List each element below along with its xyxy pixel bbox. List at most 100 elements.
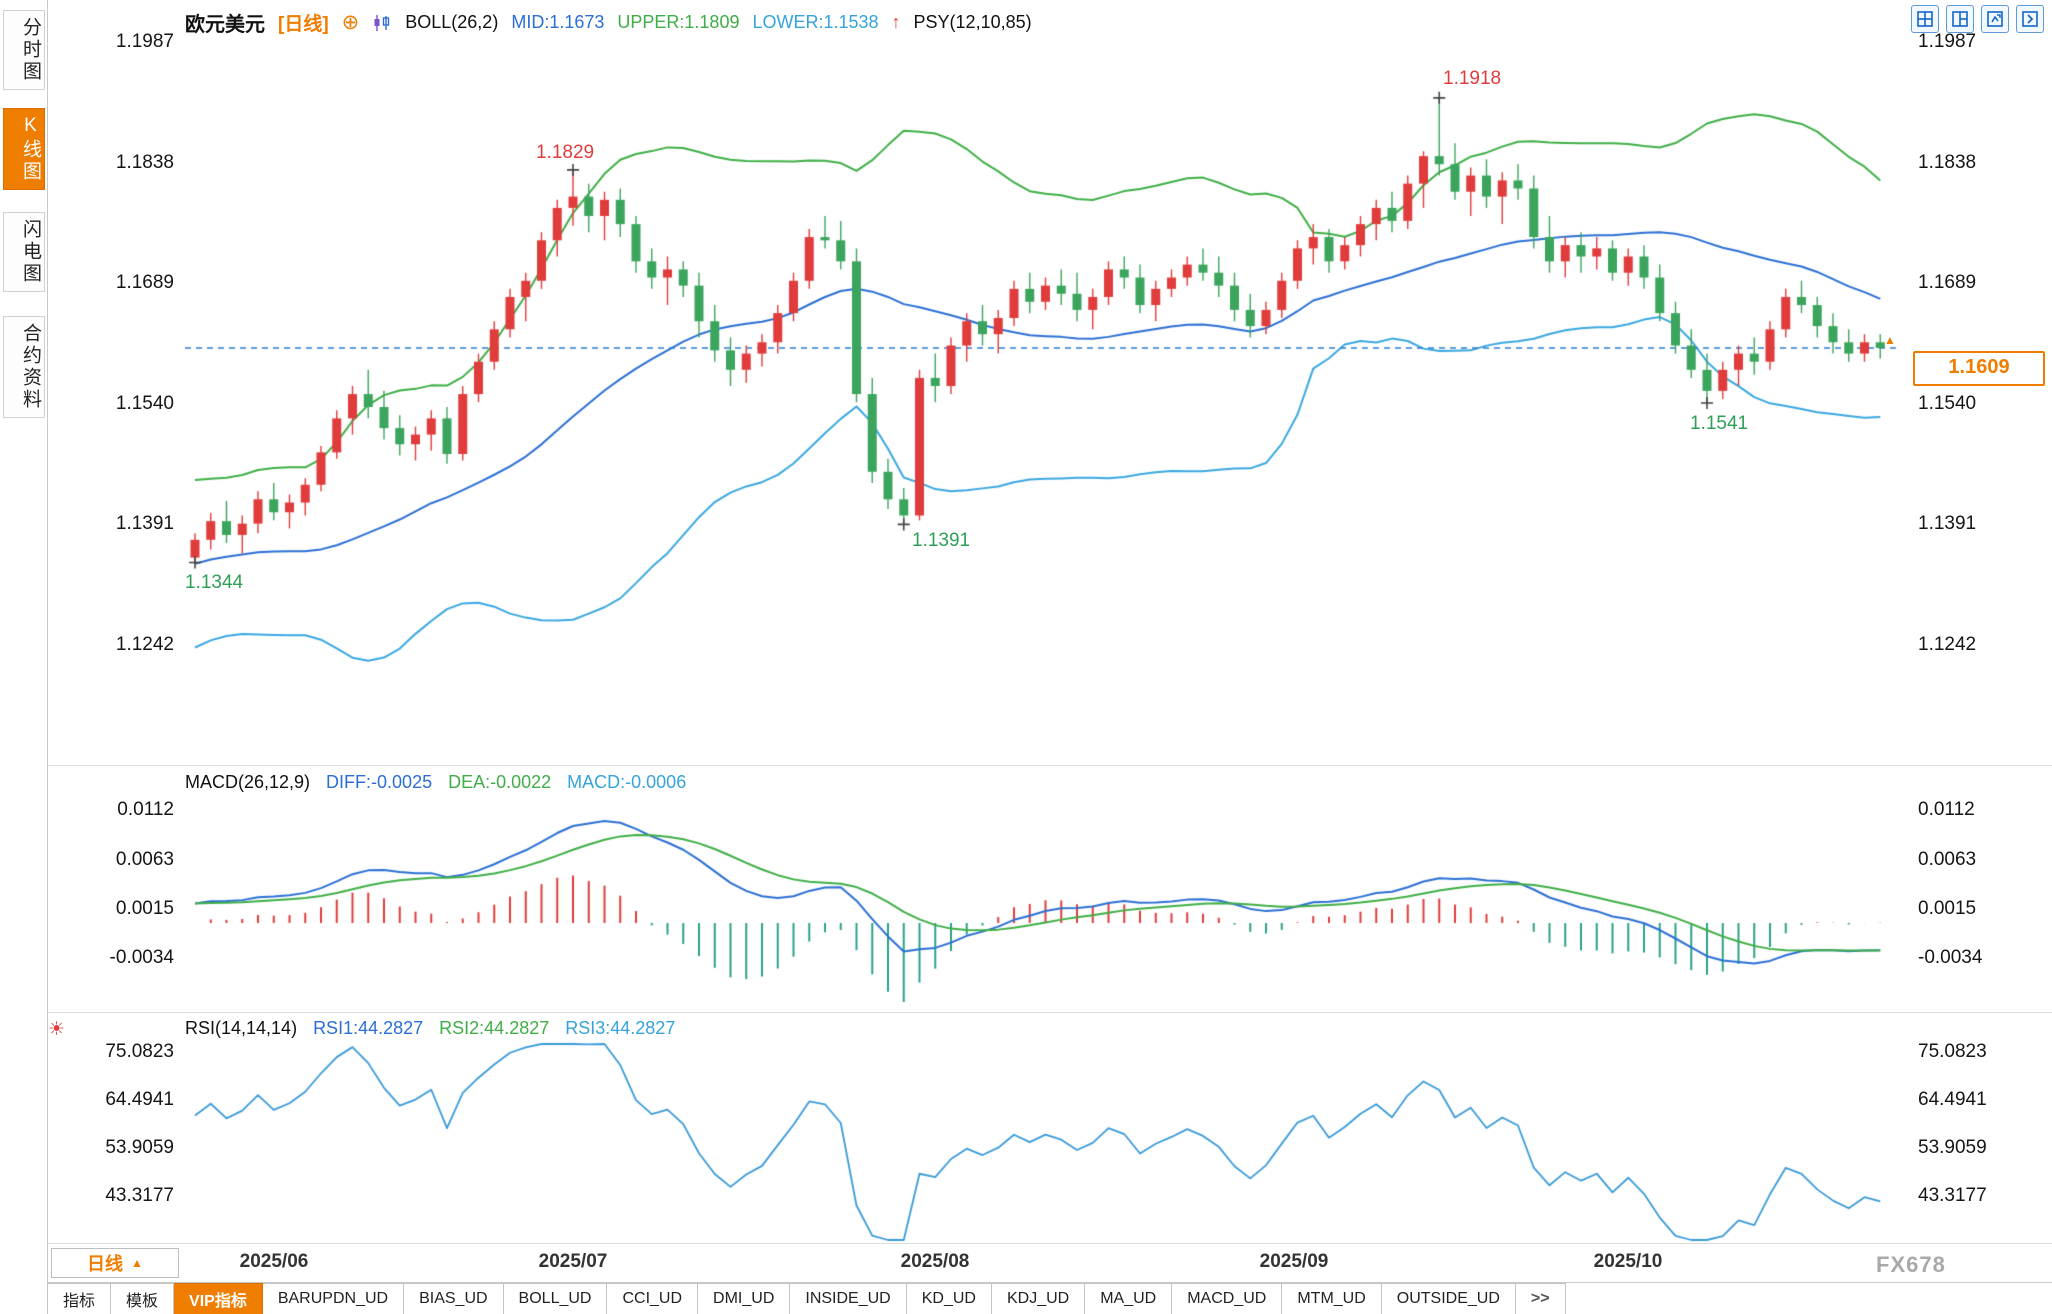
price-axis-label: 1.1689 xyxy=(115,272,174,293)
price-axis-label: 1.1391 xyxy=(1918,513,1977,534)
tab-cci-ud[interactable]: CCI_UD xyxy=(607,1283,699,1314)
sidebar-item-lightning-chart[interactable]: 闪电图 xyxy=(3,212,45,292)
price-axis-label: 1.1689 xyxy=(1918,272,1977,293)
sidebar-item-label: 合约资料 xyxy=(20,323,41,411)
rsi-axis-label: 43.3177 xyxy=(105,1185,174,1206)
macd-dea-value: DEA:-0.0022 xyxy=(448,772,552,792)
high-annotation: 1.1918 xyxy=(1443,68,1502,89)
rsi1-value: RSI1:44.2827 xyxy=(313,1018,424,1038)
price-axis-label: 1.1987 xyxy=(115,31,174,52)
x-axis-label: 2025/09 xyxy=(1259,1251,1329,1272)
low-annotation: 1.1541 xyxy=(1690,413,1749,434)
axis-row-divider xyxy=(47,1243,2052,1244)
period-tag[interactable]: [日线] xyxy=(278,14,329,35)
price-axis-label: 1.1987 xyxy=(1918,31,1977,52)
candlestick-icon xyxy=(372,13,392,33)
psy-label: PSY(12,10,85) xyxy=(913,12,1032,32)
macd-axis-label: 0.0112 xyxy=(1918,799,1975,820)
tab-kdj-ud[interactable]: KDJ_UD xyxy=(991,1283,1086,1314)
tab-macd-ud[interactable]: MACD_UD xyxy=(1172,1283,1283,1314)
price-axis-label: 1.1838 xyxy=(1918,152,1977,173)
panel-divider[interactable] xyxy=(47,765,2052,766)
price-axis-label: 1.1242 xyxy=(1918,634,1977,655)
boll-upper-value: UPPER:1.1809 xyxy=(617,12,740,32)
x-axis-label: 2025/10 xyxy=(1593,1251,1663,1272)
tab-ma-ud[interactable]: MA_UD xyxy=(1085,1283,1173,1314)
macd-axis-label: 0.0015 xyxy=(115,898,174,919)
macd-axis-label: 0.0112 xyxy=(117,799,174,820)
macd-axis-label: 0.0063 xyxy=(115,849,174,870)
period-selector[interactable]: 日线 ▲ xyxy=(51,1248,179,1278)
rsi-axis-label: 64.4941 xyxy=(1918,1089,1987,1110)
indicator-sun-icon[interactable]: ☀ xyxy=(48,1019,66,1040)
low-annotation: 1.1391 xyxy=(912,530,971,551)
low-annotation: 1.1344 xyxy=(185,572,244,593)
macd-header: MACD(26,12,9) DIFF:-0.0025 DEA:-0.0022 M… xyxy=(185,772,686,793)
sidebar-item-label: 闪电图 xyxy=(20,219,41,285)
symbol-title: 欧元美元 xyxy=(185,14,265,36)
tab-outside-ud[interactable]: OUTSIDE_UD xyxy=(1381,1283,1516,1314)
tab-inside-ud[interactable]: INSIDE_UD xyxy=(790,1283,907,1314)
chart-toolbar xyxy=(1911,5,2044,33)
tab-templates[interactable]: 模板 xyxy=(111,1283,175,1314)
rsi-axis-label: 75.0823 xyxy=(1918,1041,1987,1062)
rsi2-value: RSI2:44.2827 xyxy=(439,1018,550,1038)
price-axis-label: 1.1391 xyxy=(115,513,174,534)
macd-title: MACD(26,12,9) xyxy=(185,772,311,792)
macd-axis-label: -0.0034 xyxy=(109,947,174,968)
chevron-up-icon: ▲ xyxy=(131,1256,143,1270)
rsi-axis-label: 53.9059 xyxy=(1918,1137,1987,1158)
grid-layout-icon[interactable] xyxy=(1911,5,1939,33)
sidebar-item-kline-chart[interactable]: K线图 xyxy=(3,108,45,190)
sidebar-item-contract-info[interactable]: 合约资料 xyxy=(3,316,45,418)
x-axis-label: 2025/08 xyxy=(900,1251,970,1272)
rsi-axis-label: 64.4941 xyxy=(105,1089,174,1110)
sidebar-item-label: 分时图 xyxy=(20,17,41,83)
tab-boll-ud[interactable]: BOLL_UD xyxy=(503,1283,608,1314)
rsi-axis-label: 75.0823 xyxy=(105,1041,174,1062)
add-indicator-icon[interactable]: ⊕ xyxy=(341,11,360,34)
tab-barupdn-ud[interactable]: BARUPDN_UD xyxy=(262,1283,405,1314)
multi-pane-layout-icon[interactable] xyxy=(1946,5,1974,33)
left-sidebar: 分时图 K线图 闪电图 合约资料 xyxy=(0,0,48,1314)
x-axis-label: 2025/06 xyxy=(239,1251,309,1272)
watermark: FX678 xyxy=(1876,1252,1946,1277)
tab-indicators[interactable]: 指标 xyxy=(47,1283,112,1314)
indicator-tabbar: 指标 模板 VIP指标 BARUPDN_UD BIAS_UD BOLL_UD C… xyxy=(47,1282,2052,1314)
sidebar-item-label: K线图 xyxy=(20,115,41,183)
macd-axis-label: -0.0034 xyxy=(1918,947,1983,968)
price-axis-label: 1.1838 xyxy=(115,152,174,173)
x-axis-label: 2025/07 xyxy=(538,1251,608,1272)
high-annotation: 1.1829 xyxy=(536,142,595,163)
price-axis-label: 1.1242 xyxy=(115,634,174,655)
panel-divider[interactable] xyxy=(47,1012,2052,1013)
price-axis-label: 1.1540 xyxy=(115,393,174,414)
macd-axis-label: 0.0015 xyxy=(1918,898,1977,919)
tab-vip-indicators[interactable]: VIP指标 xyxy=(174,1283,263,1314)
macd-diff-value: DIFF:-0.0025 xyxy=(326,772,433,792)
sidebar-item-time-chart[interactable]: 分时图 xyxy=(3,10,45,90)
macd-value: MACD:-0.0006 xyxy=(567,772,687,792)
chart-header: 欧元美元 [日线] ⊕ BOLL(26,2) MID:1.1673 UPPER:… xyxy=(185,8,1032,37)
next-page-icon[interactable] xyxy=(2016,5,2044,33)
chart-play-icon[interactable] xyxy=(1981,5,2009,33)
tab-dmi-ud[interactable]: DMI_UD xyxy=(698,1283,791,1314)
psy-arrow-icon: ↑ xyxy=(891,12,901,32)
tab-bias-ud[interactable]: BIAS_UD xyxy=(404,1283,504,1314)
tabbar-more-button[interactable]: >> xyxy=(1515,1283,1566,1314)
rsi-header: RSI(14,14,14) RSI1:44.2827 RSI2:44.2827 … xyxy=(185,1018,675,1039)
macd-axis-label: 0.0063 xyxy=(1918,849,1977,870)
tab-mtm-ud[interactable]: MTM_UD xyxy=(1282,1283,1382,1314)
rsi-title: RSI(14,14,14) xyxy=(185,1018,298,1038)
tab-kd-ud[interactable]: KD_UD xyxy=(906,1283,992,1314)
boll-label: BOLL(26,2) xyxy=(405,12,499,32)
rsi-axis-label: 53.9059 xyxy=(105,1137,174,1158)
price-marker-icon: ▲ xyxy=(1884,333,1896,347)
period-selector-label: 日线 xyxy=(87,1254,124,1274)
boll-lower-value: LOWER:1.1538 xyxy=(752,12,879,32)
rsi-axis-label: 43.3177 xyxy=(1918,1185,1987,1206)
rsi3-value: RSI3:44.2827 xyxy=(565,1018,676,1038)
boll-mid-value: MID:1.1673 xyxy=(511,12,605,32)
